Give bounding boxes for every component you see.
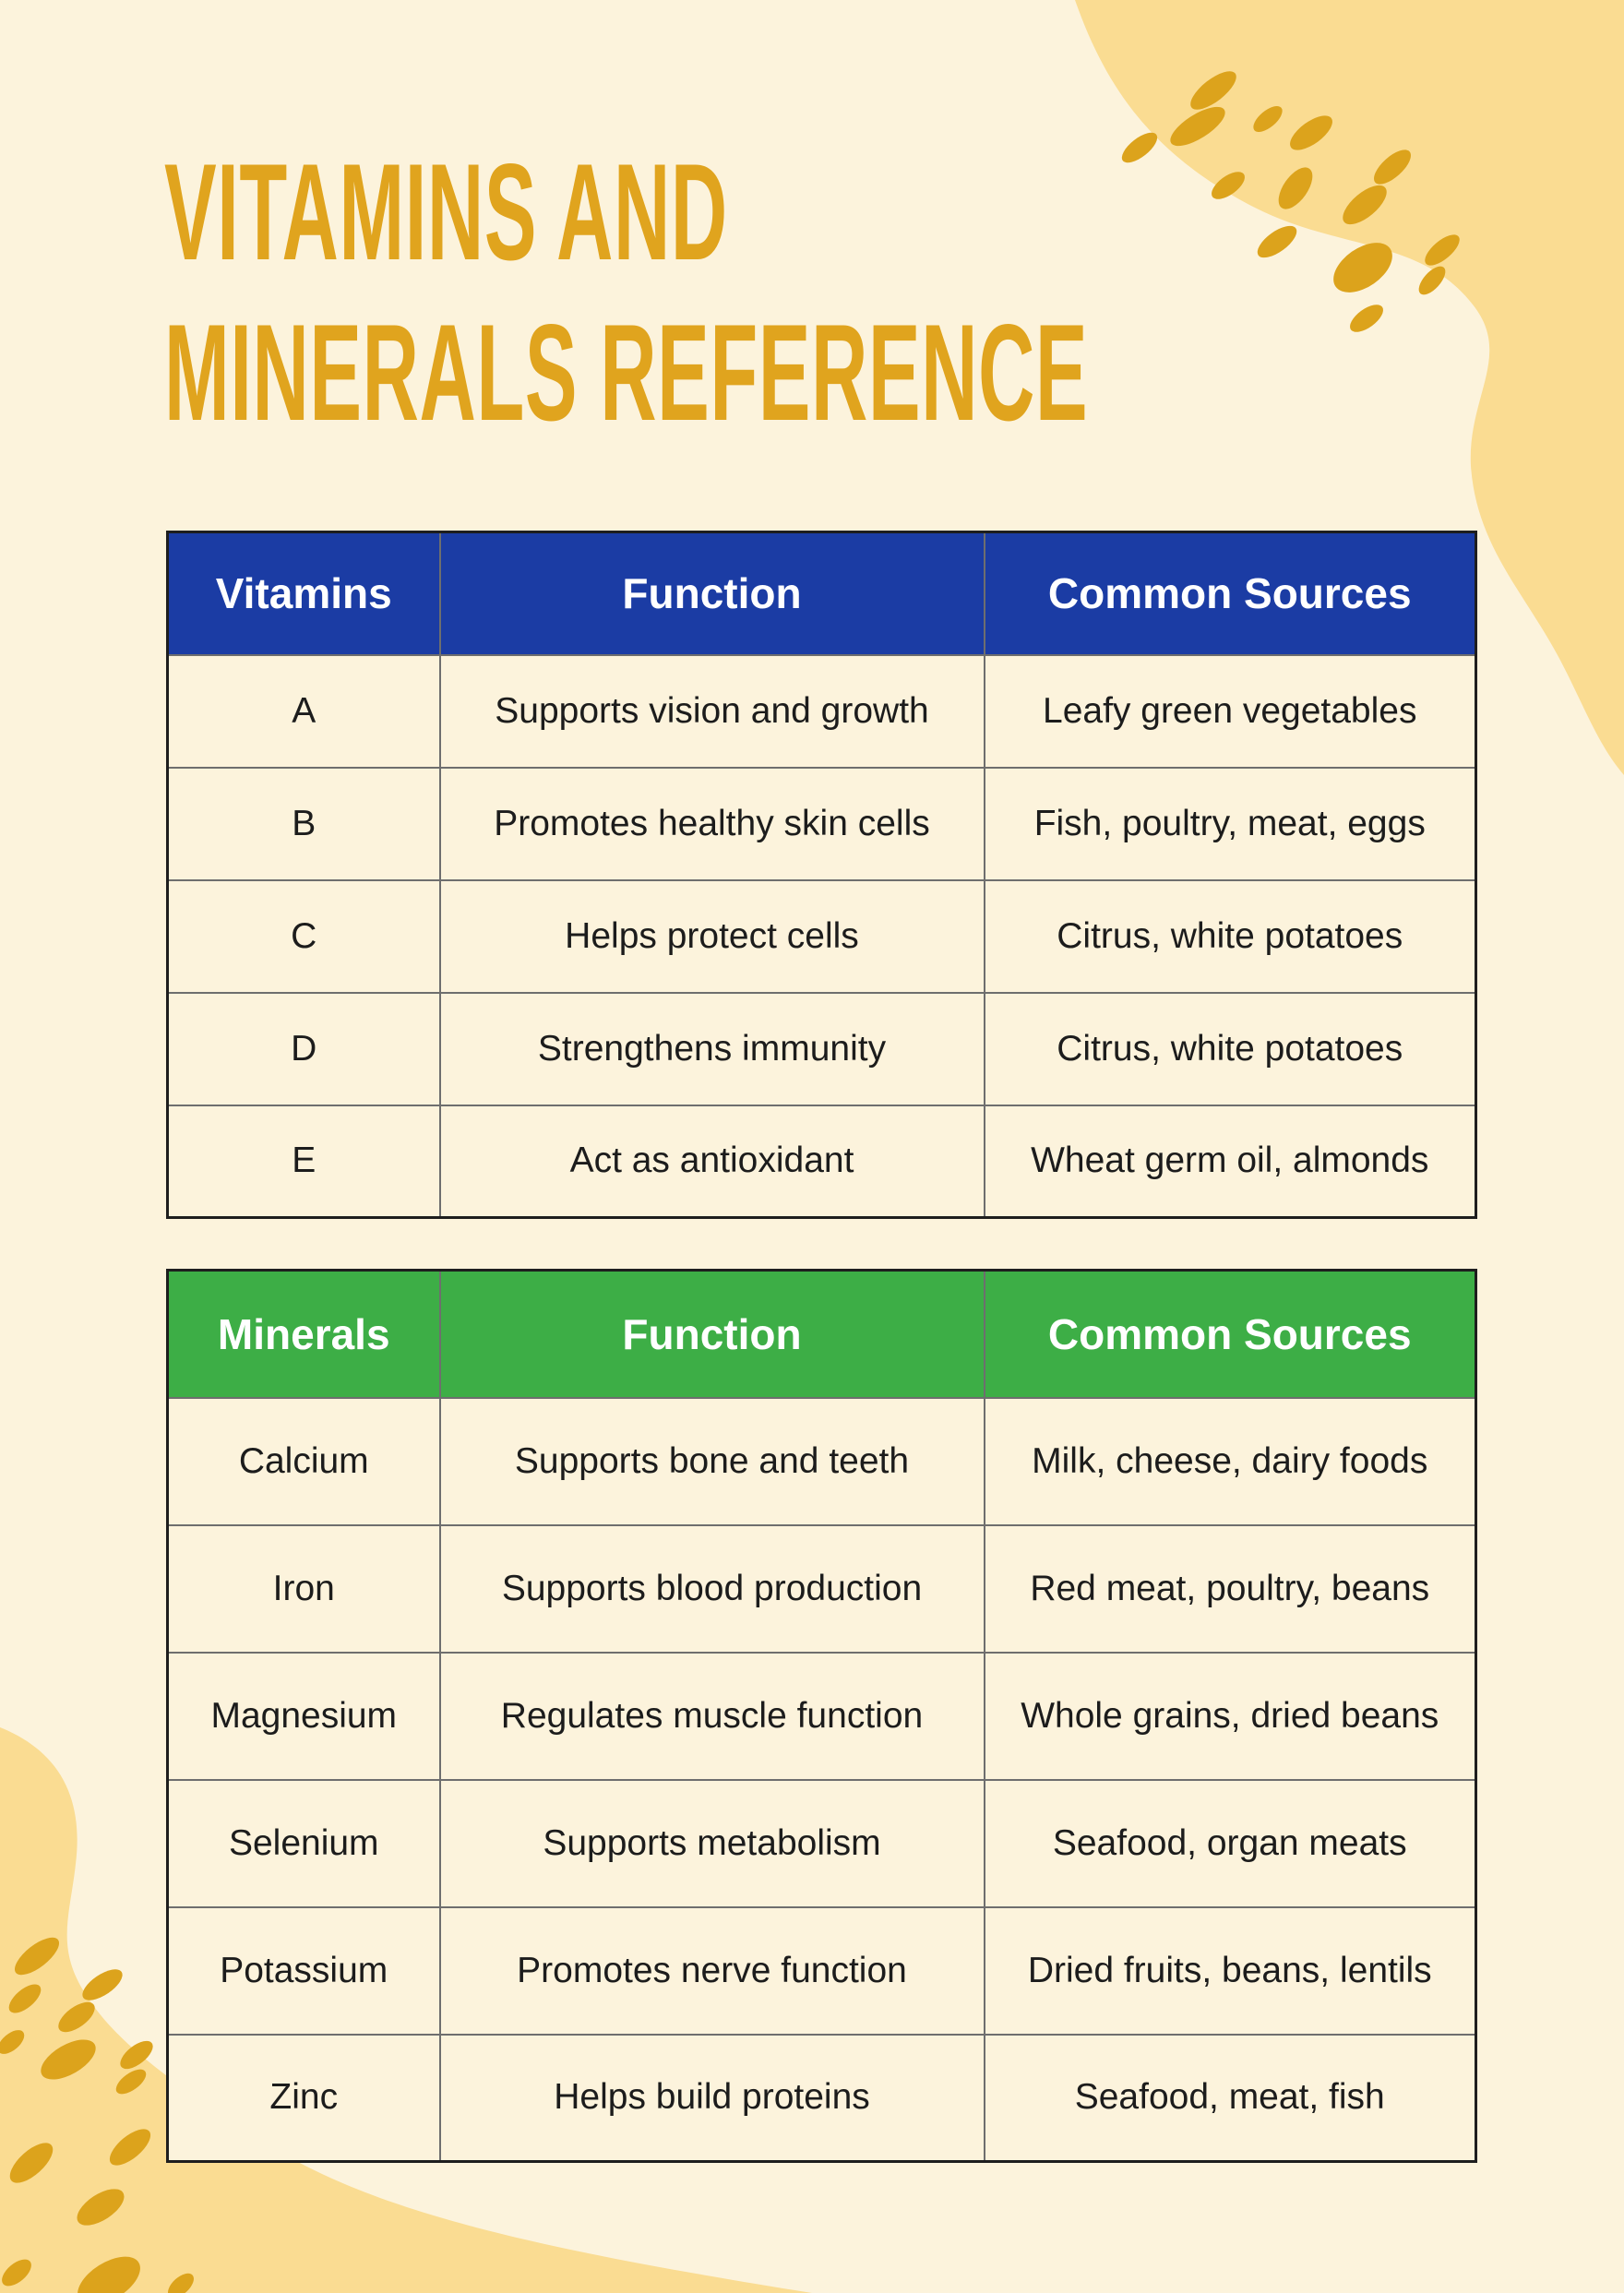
page-title: VITAMINS AND MINERALS REFERENCE — [164, 132, 1624, 453]
minerals-header-row: Minerals Function Common Sources — [166, 1269, 1477, 1399]
table-cell: Red meat, poultry, beans — [983, 1523, 1477, 1654]
table-cell: Seafood, meat, fish — [983, 2033, 1477, 2163]
table-row: Zinc Helps build proteins Seafood, meat, f… — [166, 2033, 1477, 2163]
table-cell: Magnesium — [166, 1651, 441, 1781]
table-row: Iron Supports blood production Red meat, p… — [166, 1523, 1477, 1654]
table-cell: E — [166, 1104, 441, 1219]
table-cell: Dried fruits, beans, lentils — [983, 1905, 1477, 2036]
table-cell: Zinc — [166, 2033, 441, 2163]
vitamins-header-row: Vitamins Function Common Sources — [166, 531, 1477, 656]
table-cell: Seafood, organ meats — [983, 1778, 1477, 1908]
table-cell: Citrus, white potatoes — [983, 878, 1477, 994]
table-cell: Selenium — [166, 1778, 441, 1908]
vitamins-table: Vitamins Function Common Sources A Suppor… — [166, 531, 1477, 1219]
table-cell: B — [166, 766, 441, 881]
table-row: Magnesium Regulates muscle function Whole … — [166, 1651, 1477, 1781]
table-cell: Supports vision and growth — [438, 653, 985, 769]
table-row: Selenium Supports metabolism Seafood, orga… — [166, 1778, 1477, 1908]
table-cell: D — [166, 991, 441, 1106]
table-cell: Promotes nerve function — [438, 1905, 985, 2036]
table-cell: Promotes healthy skin cells — [438, 766, 985, 881]
table-cell: Whole grains, dried beans — [983, 1651, 1477, 1781]
table-cell: Citrus, white potatoes — [983, 991, 1477, 1106]
page-title-line2: MINERALS REFERENCE — [164, 295, 1089, 449]
minerals-header-name: Minerals — [166, 1269, 441, 1399]
table-row: A Supports vision and growth Leafy green v… — [166, 653, 1477, 769]
table-cell: Supports metabolism — [438, 1778, 985, 1908]
table-row: C Helps protect cells Citrus, white potato… — [166, 878, 1477, 994]
table-cell: Act as antioxidant — [438, 1104, 985, 1219]
table-row: Calcium Supports bone and teeth Milk, chee… — [166, 1396, 1477, 1526]
table-cell: Wheat germ oil, almonds — [983, 1104, 1477, 1219]
table-cell: Potassium — [166, 1905, 441, 2036]
table-cell: Regulates muscle function — [438, 1651, 985, 1781]
vitamins-header-sources: Common Sources — [983, 531, 1477, 656]
table-cell: Iron — [166, 1523, 441, 1654]
table-row: E Act as antioxidant Wheat germ oil, almon… — [166, 1104, 1477, 1219]
table-cell: Helps protect cells — [438, 878, 985, 994]
table-row: Potassium Promotes nerve function Dried fr… — [166, 1905, 1477, 2036]
table-cell: Fish, poultry, meat, eggs — [983, 766, 1477, 881]
table-cell: Supports blood production — [438, 1523, 985, 1654]
vitamins-header-name: Vitamins — [166, 531, 441, 656]
table-cell: Milk, cheese, dairy foods — [983, 1396, 1477, 1526]
table-cell: Strengthens immunity — [438, 991, 985, 1106]
vitamins-header-function: Function — [438, 531, 985, 656]
minerals-header-sources: Common Sources — [983, 1269, 1477, 1399]
table-cell: Helps build proteins — [438, 2033, 985, 2163]
table-cell: Calcium — [166, 1396, 441, 1526]
table-cell: Supports bone and teeth — [438, 1396, 985, 1526]
seed-dots-bottom-left-icon — [0, 1937, 194, 2293]
seed-dots-top-right-icon — [1121, 71, 1460, 332]
table-cell: A — [166, 653, 441, 769]
minerals-table: Minerals Function Common Sources Calcium… — [166, 1269, 1477, 2163]
table-cell: C — [166, 878, 441, 994]
corner-blob-top-right — [1075, 0, 1624, 775]
table-cell: Leafy green vegetables — [983, 653, 1477, 769]
page-title-line1: VITAMINS AND — [164, 135, 728, 289]
minerals-header-function: Function — [438, 1269, 985, 1399]
table-row: D Strengthens immunity Citrus, white potat… — [166, 991, 1477, 1106]
table-row: B Promotes healthy skin cells Fish, poultr… — [166, 766, 1477, 881]
